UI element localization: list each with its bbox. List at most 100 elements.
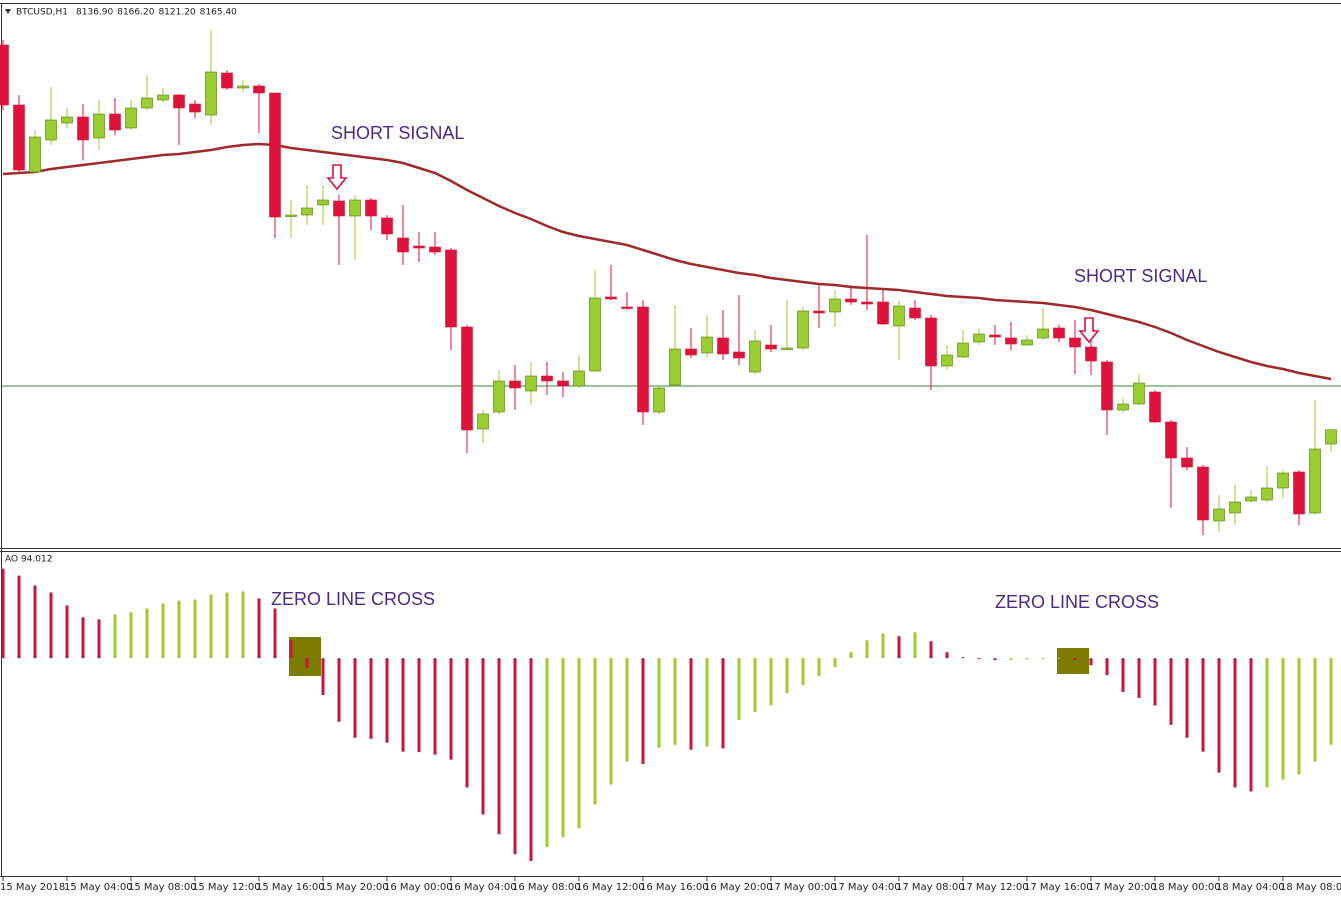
candle-body [413,245,425,249]
ao-bar [449,658,453,760]
ao-bar [817,658,821,677]
ao-bar [1169,658,1173,725]
candle-body [909,307,921,319]
candle-body [637,306,649,413]
ao-bar [801,658,805,686]
ao-bar [161,603,165,659]
moving-average [2,142,1332,381]
ohlc-label: 8165.40 [200,8,237,18]
ao-bar [753,658,757,712]
x-tick-label: 16 May 16:00 [640,882,709,893]
candle-body [397,237,409,253]
x-tick-label: 15 May 12:00 [192,882,261,893]
candle-body [1261,487,1273,501]
signal-arrow [326,164,348,191]
candle-body [45,119,57,141]
ao-bar [577,658,581,829]
candle-body [1117,403,1129,411]
candle-body [1293,471,1305,515]
ao-bar [785,658,789,693]
ao-bar [625,658,629,762]
ao-bar [65,605,69,659]
candle-body [77,116,89,141]
ao-bar [1137,658,1141,698]
ao-bar [977,658,981,660]
candle-body [717,337,729,355]
ohlc-label: 8136.90 [76,8,113,18]
ao-bar [417,658,421,753]
ao-bar [865,640,869,659]
candle-body [1005,337,1017,345]
ao-bar [1089,658,1093,666]
candle-body [509,380,521,389]
ao-bar [1121,658,1125,692]
candle-body [349,199,361,217]
candle-body [109,113,121,131]
ao-bar [177,600,181,659]
candle-body [653,387,665,413]
candle-body [317,199,329,206]
candle-body [493,380,505,413]
ao-bar [1073,658,1077,661]
annotation: ZERO LINE CROSS [271,589,435,609]
ao-bar [337,658,341,722]
candle-body [1181,457,1193,468]
candle-body [1197,466,1209,521]
candle-body [333,200,345,217]
ao-bar [1153,658,1157,706]
ao-bar [1185,658,1189,738]
annotation: SHORT SIGNAL [1074,266,1207,286]
ao-bar [593,658,597,805]
candle-body [157,94,169,101]
x-tick-label: 15 May 20:00 [320,882,389,893]
ao-bar [993,658,997,661]
candle-body [813,310,825,314]
ao-bar [705,658,709,747]
candle-body [29,136,41,173]
candle-body [1245,496,1257,502]
ao-bar [257,598,261,659]
candle-body [957,342,969,358]
candle-body [669,348,681,386]
candle-body [1229,501,1241,514]
candle-body [1037,328,1049,339]
ao-bar [737,658,741,720]
candle-body [269,92,281,218]
ao-bar [1313,658,1317,762]
candle-body [941,354,953,367]
ao-bar [641,658,645,765]
ao-bar [1265,658,1269,788]
candle-body [61,116,73,124]
ao-bar [401,658,405,752]
candle-body [893,305,905,327]
candle-body [605,296,617,300]
candle-body [797,310,809,349]
candle-body [1085,346,1097,362]
ao-bar [81,617,85,659]
candle-body [13,104,25,171]
ao-bar [97,619,101,659]
ao-bar [657,658,661,748]
candle-body [541,375,553,382]
ao-bar [305,658,309,669]
candle-body [1277,472,1289,489]
candle-body [285,214,297,217]
ao-bar [561,658,565,838]
ao-bar [353,658,357,738]
ao-bar [385,658,389,743]
ao-bar [1329,658,1333,745]
candle-body [781,347,793,350]
candle-body [429,246,441,253]
candle-body [1053,327,1065,339]
candle-body [557,380,569,387]
x-tick-label: 18 May 00:00 [1152,882,1221,893]
candle-body [0,44,9,106]
ao-bar [225,592,229,659]
zero-cross-box [1057,648,1089,674]
ao-bar [273,608,277,659]
x-tick-label: 18 May 08:00 [1280,882,1341,893]
ao-bar [1297,658,1301,775]
indicator-label: AO 94.012 [5,555,52,565]
